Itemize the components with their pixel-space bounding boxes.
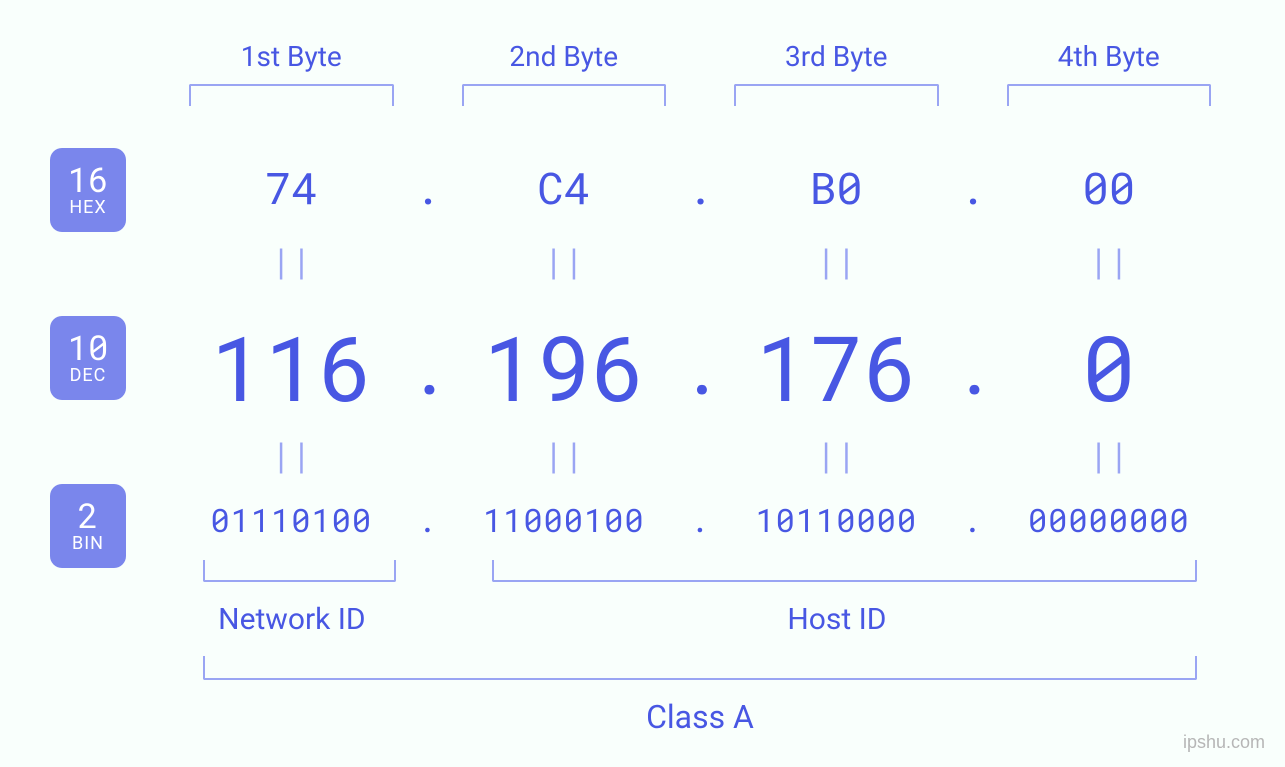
badge-hex-base: 16 — [68, 162, 109, 198]
separator-dot: . — [953, 321, 993, 413]
network-id-label: Network ID — [175, 602, 409, 637]
class-bracket-row — [175, 656, 1225, 680]
separator-dot: . — [680, 498, 720, 541]
dec-byte-2: 196 — [448, 308, 681, 426]
bin-byte-2: 11000100 — [448, 498, 681, 541]
separator-dot: . — [408, 158, 448, 216]
separator-dot: . — [680, 321, 720, 413]
byte-label-4: 4th Byte — [993, 40, 1226, 73]
bin-byte-4: 00000000 — [993, 498, 1226, 541]
byte-labels-row: 1st Byte 2nd Byte 3rd Byte 4th Byte — [175, 40, 1225, 73]
separator-dot: . — [953, 158, 993, 216]
equals-icon: || — [720, 432, 953, 477]
equals-icon: || — [993, 238, 1226, 283]
byte-brackets-top — [175, 84, 1225, 106]
bin-byte-1: 01110100 — [175, 498, 408, 541]
separator-dot: . — [408, 321, 448, 413]
host-id-label: Host ID — [449, 602, 1225, 637]
equals-icon: || — [720, 238, 953, 283]
badge-dec-label: DEC — [70, 367, 107, 386]
bracket-bottom-icon — [492, 560, 1197, 582]
badge-dec: 10 DEC — [50, 316, 126, 400]
equals-icon: || — [175, 432, 408, 477]
badge-hex: 16 HEX — [50, 148, 126, 232]
bin-row: 01110100 . 11000100 . 10110000 . 0000000… — [175, 498, 1225, 541]
dec-byte-4: 0 — [993, 308, 1226, 426]
bracket-top-icon — [734, 84, 939, 106]
badge-dec-base: 10 — [68, 330, 109, 366]
hex-byte-2: C4 — [448, 158, 681, 216]
separator-dot: . — [408, 498, 448, 541]
watermark: ipshu.com — [1183, 732, 1265, 753]
byte-label-2: 2nd Byte — [448, 40, 681, 73]
dec-byte-3: 176 — [720, 308, 953, 426]
equals-icon: || — [448, 432, 681, 477]
ip-diagram: 16 HEX 10 DEC 2 BIN 1st Byte 2nd Byte 3r… — [0, 0, 1285, 30]
bracket-top-icon — [189, 84, 394, 106]
dec-row: 116 . 196 . 176 . 0 — [175, 308, 1225, 426]
badge-bin: 2 BIN — [50, 484, 126, 568]
hex-byte-1: 74 — [175, 158, 408, 216]
id-brackets — [175, 560, 1225, 582]
bracket-top-icon — [1007, 84, 1212, 106]
hex-byte-3: B0 — [720, 158, 953, 216]
badge-hex-label: HEX — [69, 199, 106, 218]
badge-bin-base: 2 — [78, 498, 98, 534]
class-label: Class A — [175, 698, 1225, 736]
equals-icon: || — [175, 238, 408, 283]
bracket-bottom-icon — [203, 656, 1197, 680]
dec-byte-1: 116 — [175, 308, 408, 426]
byte-label-3: 3rd Byte — [720, 40, 953, 73]
equals-row-2: || || || || — [175, 432, 1225, 477]
id-labels-row: Network ID Host ID — [175, 602, 1225, 637]
equals-icon: || — [993, 432, 1226, 477]
byte-label-1: 1st Byte — [175, 40, 408, 73]
badge-bin-label: BIN — [72, 535, 104, 554]
separator-dot: . — [680, 158, 720, 216]
hex-byte-4: 00 — [993, 158, 1226, 216]
equals-row-1: || || || || — [175, 238, 1225, 283]
separator-dot: . — [953, 498, 993, 541]
bracket-top-icon — [462, 84, 667, 106]
hex-row: 74 . C4 . B0 . 00 — [175, 158, 1225, 216]
bin-byte-3: 10110000 — [720, 498, 953, 541]
bracket-bottom-icon — [203, 560, 396, 582]
class-label-row: Class A — [175, 698, 1225, 736]
equals-icon: || — [448, 238, 681, 283]
